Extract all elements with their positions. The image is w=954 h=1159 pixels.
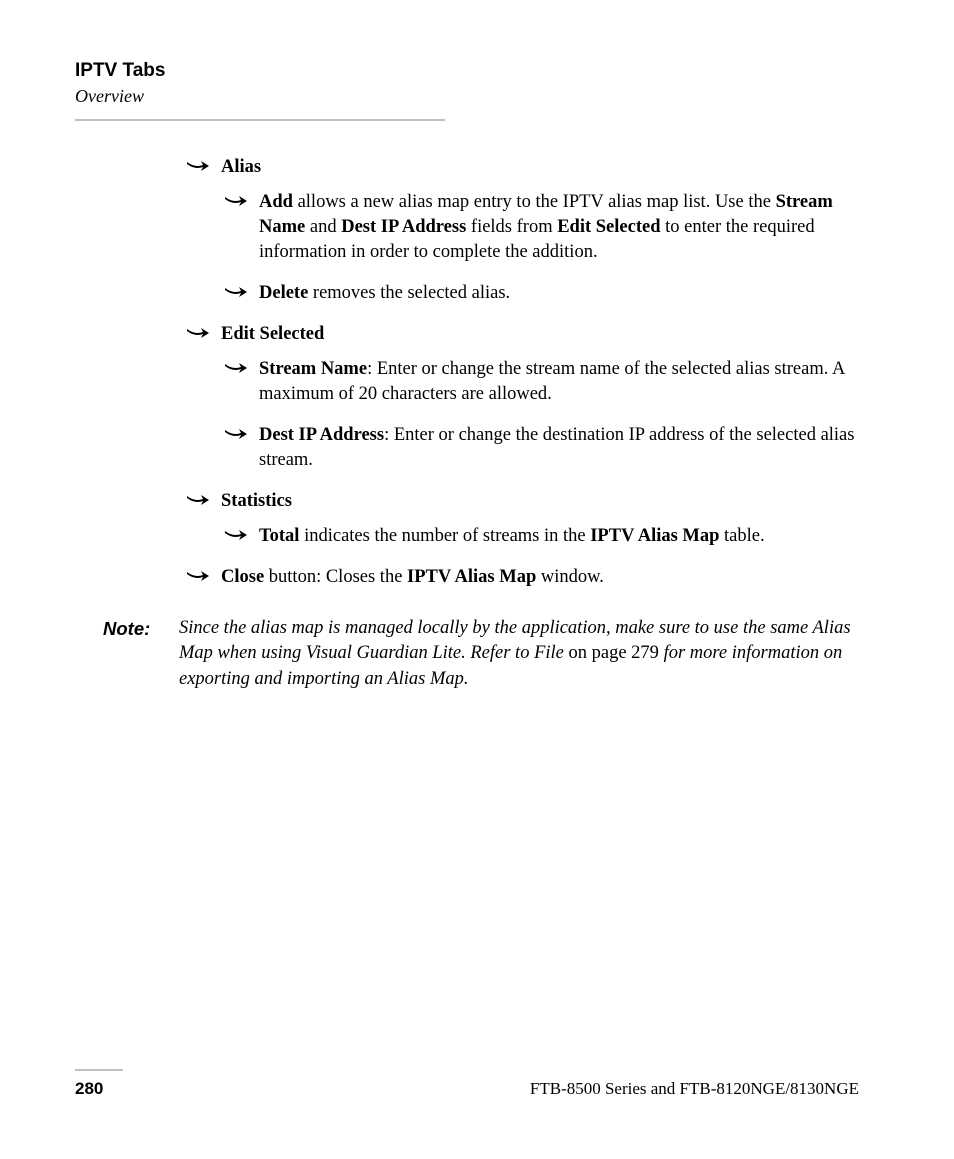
arrow-icon xyxy=(187,569,209,583)
header-rule xyxy=(75,119,445,121)
bullet-total: Total indicates the number of streams in… xyxy=(187,524,859,549)
bullet-edit-selected: Edit Selected xyxy=(187,322,859,347)
bullet-dest-ip: Dest IP Address: Enter or change the des… xyxy=(187,423,859,473)
note-text: Since the alias map is managed locally b… xyxy=(179,616,859,693)
statistics-label: Statistics xyxy=(221,491,292,511)
footer-rule xyxy=(75,1069,123,1071)
alias-delete-text: Delete removes the selected alias. xyxy=(259,281,859,306)
page-number: 280 xyxy=(75,1079,103,1099)
arrow-icon xyxy=(225,285,247,299)
bullet-statistics: Statistics xyxy=(187,489,859,514)
total-text: Total indicates the number of streams in… xyxy=(259,524,859,549)
arrow-icon xyxy=(187,493,209,507)
bullet-alias-add: Add allows a new alias map entry to the … xyxy=(187,190,859,265)
arrow-icon xyxy=(225,528,247,542)
close-text: Close button: Closes the IPTV Alias Map … xyxy=(221,565,859,590)
bullet-alias: Alias xyxy=(187,155,859,180)
page: IPTV Tabs Overview Alias Add allows a ne… xyxy=(0,0,954,1159)
bullet-alias-delete: Delete removes the selected alias. xyxy=(187,281,859,306)
edit-selected-label: Edit Selected xyxy=(221,324,324,344)
arrow-icon xyxy=(225,361,247,375)
chapter-title: IPTV Tabs xyxy=(75,60,859,82)
arrow-icon xyxy=(225,194,247,208)
note-block: Note: Since the alias map is managed loc… xyxy=(75,616,859,693)
arrow-icon xyxy=(187,159,209,173)
body-content: Alias Add allows a new alias map entry t… xyxy=(75,155,859,590)
footer-product: FTB-8500 Series and FTB-8120NGE/8130NGE xyxy=(530,1079,859,1099)
bullet-stream-name: Stream Name: Enter or change the stream … xyxy=(187,357,859,407)
footer: 280 FTB-8500 Series and FTB-8120NGE/8130… xyxy=(75,1069,859,1099)
stream-name-text: Stream Name: Enter or change the stream … xyxy=(259,357,859,407)
arrow-icon xyxy=(225,427,247,441)
alias-label: Alias xyxy=(221,157,261,177)
note-label: Note: xyxy=(103,616,179,642)
chapter-subtitle: Overview xyxy=(75,86,859,107)
arrow-icon xyxy=(187,326,209,340)
alias-add-text: Add allows a new alias map entry to the … xyxy=(259,190,859,265)
bullet-close: Close button: Closes the IPTV Alias Map … xyxy=(187,565,859,590)
dest-ip-text: Dest IP Address: Enter or change the des… xyxy=(259,423,859,473)
